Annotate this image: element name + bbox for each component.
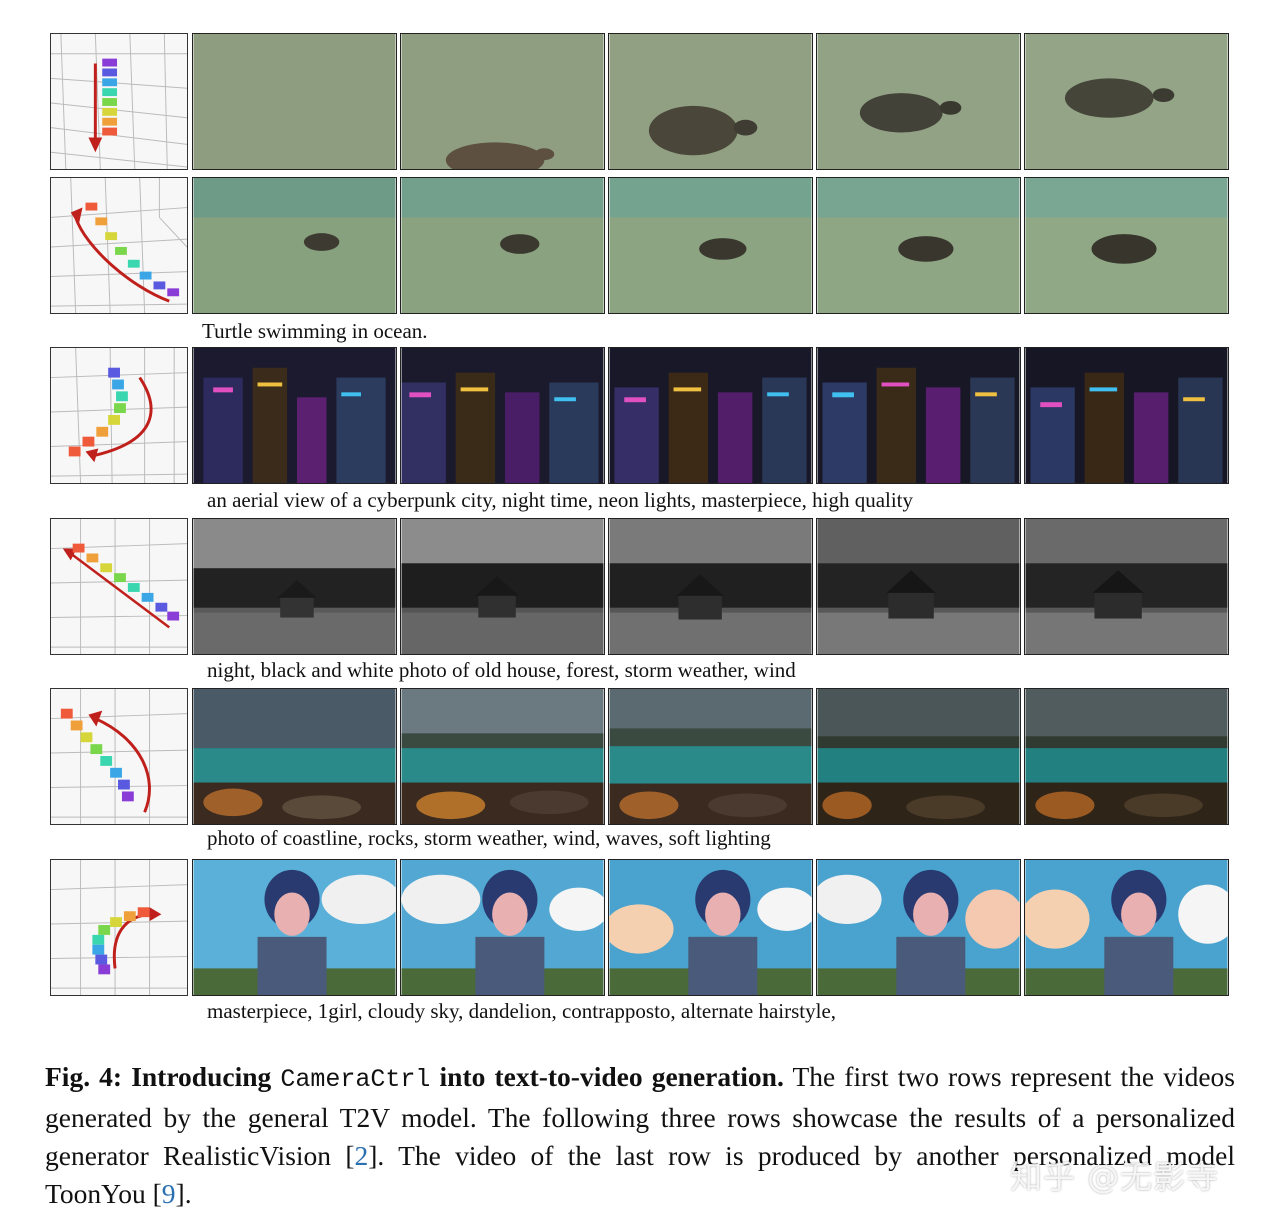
- video-frame-4: [816, 688, 1021, 825]
- camera-trajectory-thumbnail: [50, 347, 188, 484]
- camera-frustum-stack: [60, 708, 134, 802]
- trajectory-plot: [51, 348, 187, 483]
- video-frame-1: [192, 347, 397, 484]
- camera-frustum-stack: [68, 367, 128, 457]
- video-frame-2: [400, 33, 605, 170]
- prompt-text: masterpiece, 1girl, cloudy sky, dandelio…: [207, 999, 837, 1023]
- video-frame-3: [608, 177, 813, 314]
- prompt-text: night, black and white photo of old hous…: [207, 658, 796, 682]
- video-frame-2: [400, 177, 605, 314]
- citation-link[interactable]: 9: [161, 1178, 176, 1209]
- video-frame-5: [1024, 177, 1229, 314]
- caption-text-2: ]. The video of the last row is produced…: [45, 1140, 1235, 1209]
- video-frame-4: [816, 859, 1021, 996]
- video-frame-5: [1024, 33, 1229, 170]
- video-frame-3: [608, 688, 813, 825]
- caption-title-a: Introducing: [131, 1061, 272, 1092]
- camera-frustum-stack: [92, 907, 150, 975]
- camera-trajectory-thumbnail: [50, 518, 188, 655]
- video-frame-1: [192, 518, 397, 655]
- camera-trajectory-thumbnail: [50, 177, 188, 314]
- video-frame-1: [192, 688, 397, 825]
- camera-frustum-stack: [102, 58, 118, 136]
- video-frame-5: [1024, 518, 1229, 655]
- trajectory-plot: [51, 689, 187, 824]
- trajectory-plot: [51, 519, 187, 654]
- trajectory-plot: [51, 860, 187, 995]
- citation-link[interactable]: 2: [354, 1140, 369, 1171]
- caption-text-3: ].: [175, 1178, 192, 1209]
- video-frame-4: [816, 518, 1021, 655]
- video-frame-2: [400, 688, 605, 825]
- camera-trajectory-thumbnail: [50, 688, 188, 825]
- video-frame-4: [816, 177, 1021, 314]
- video-frame-3: [608, 33, 813, 170]
- video-frame-5: [1024, 859, 1229, 996]
- caption-title-b: into text-to-video generation.: [439, 1061, 784, 1092]
- video-frame-2: [400, 518, 605, 655]
- prompt-text: an aerial view of a cyberpunk city, nigh…: [207, 488, 914, 512]
- video-frame-3: [608, 347, 813, 484]
- camera-frustum-stack: [72, 543, 180, 621]
- caption-title-code: CameraCtrl: [280, 1065, 431, 1094]
- video-frame-2: [400, 347, 605, 484]
- video-frame-3: [608, 518, 813, 655]
- video-frame-1: [192, 859, 397, 996]
- prompt-text: photo of coastline, rocks, storm weather…: [207, 826, 771, 850]
- video-frame-3: [608, 859, 813, 996]
- trajectory-plot: [51, 34, 187, 169]
- prompt-text: Turtle swimming in ocean.: [202, 319, 428, 343]
- video-frame-5: [1024, 688, 1229, 825]
- caption-text-1: The first two rows represent the videos …: [45, 1061, 1235, 1171]
- video-frame-4: [816, 33, 1021, 170]
- video-frame-2: [400, 859, 605, 996]
- video-frame-1: [192, 33, 397, 170]
- watermark: 知乎 @无影寺: [1010, 1158, 1220, 1196]
- video-frame-1: [192, 177, 397, 314]
- figure-caption: Fig. 4: Introducing CameraCtrl into text…: [45, 1058, 1235, 1213]
- camera-frustum-stack: [85, 202, 180, 297]
- video-frame-5: [1024, 347, 1229, 484]
- camera-trajectory-thumbnail: [50, 33, 188, 170]
- camera-trajectory-thumbnail: [50, 859, 188, 996]
- figure-label: Fig. 4:: [45, 1061, 123, 1092]
- video-frame-4: [816, 347, 1021, 484]
- trajectory-plot: [51, 178, 187, 313]
